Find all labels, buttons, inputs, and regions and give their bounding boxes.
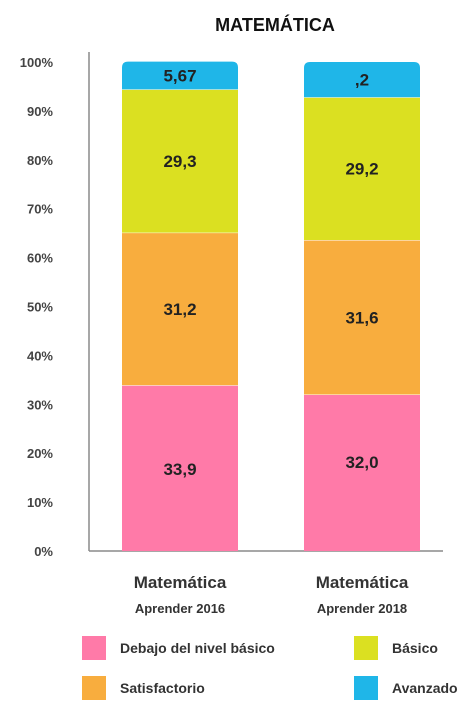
data-label: 31,2 xyxy=(163,300,196,319)
y-tick-label: 90% xyxy=(27,104,53,119)
legend-swatch xyxy=(354,636,378,660)
x-category-sublabel: Aprender 2018 xyxy=(317,601,407,616)
bar-segment xyxy=(304,394,420,551)
y-tick-label: 60% xyxy=(27,251,53,266)
bar-segment xyxy=(304,97,420,240)
legend-swatch xyxy=(82,676,106,700)
category-labels: Matemática Aprender 2016 Matemática Aprende… xyxy=(134,573,409,616)
data-label: ,2 xyxy=(355,71,369,90)
y-tick-label: 80% xyxy=(27,153,53,168)
data-label: 32,0 xyxy=(345,453,378,472)
bar-segment xyxy=(304,62,420,98)
legend-swatch xyxy=(354,676,378,700)
y-tick-label: 50% xyxy=(27,300,53,315)
legend-item: Debajo del nivel básico xyxy=(82,636,275,660)
data-label: 29,3 xyxy=(163,152,196,171)
bar-segment xyxy=(122,89,238,233)
y-tick-label: 100% xyxy=(20,55,54,70)
data-label: 29,2 xyxy=(345,160,378,179)
bar-segment xyxy=(304,239,420,395)
x-category-label: Matemática xyxy=(316,573,409,592)
legend-item: Básico xyxy=(354,636,438,660)
bar-stack: 32,0 31,6 29,2 ,2 xyxy=(304,62,420,551)
legend-label: Básico xyxy=(392,640,438,656)
data-label: 31,6 xyxy=(345,308,378,327)
legend-label: Debajo del nivel básico xyxy=(120,640,275,656)
bar-segment xyxy=(122,385,238,551)
y-tick-label: 30% xyxy=(27,397,53,412)
x-category-label: Matemática xyxy=(134,573,227,592)
legend-item: Avanzado xyxy=(354,676,458,700)
bar-stack: 33,9 31,2 29,3 5,67 xyxy=(122,61,238,551)
y-tick-label: 10% xyxy=(27,495,53,510)
chart-title: MATEMÁTICA xyxy=(215,14,335,35)
y-tick-label: 20% xyxy=(27,446,53,461)
bar-segment xyxy=(122,232,238,386)
legend-label: Avanzado xyxy=(392,680,458,696)
chart-axes: 0% 10% 20% 30% 40% 50% 60% 70% 80% 90% 100% xyxy=(20,52,443,559)
bars: 33,9 31,2 29,3 5,67 32,0 31,6 29,2 ,2 xyxy=(122,61,420,551)
legend-item: Satisfactorio xyxy=(82,676,205,700)
legend: Debajo del nivel básico Básico Satisfactor… xyxy=(82,636,458,700)
x-category-sublabel: Aprender 2016 xyxy=(135,601,225,616)
bar-segment xyxy=(122,61,238,90)
legend-label: Satisfactorio xyxy=(120,680,205,696)
data-label: 33,9 xyxy=(163,460,196,479)
y-tick-label: 0% xyxy=(34,544,53,559)
y-tick-label: 70% xyxy=(27,202,53,217)
legend-swatch xyxy=(82,636,106,660)
y-tick-label: 40% xyxy=(27,348,53,363)
data-label: 5,67 xyxy=(163,67,196,86)
